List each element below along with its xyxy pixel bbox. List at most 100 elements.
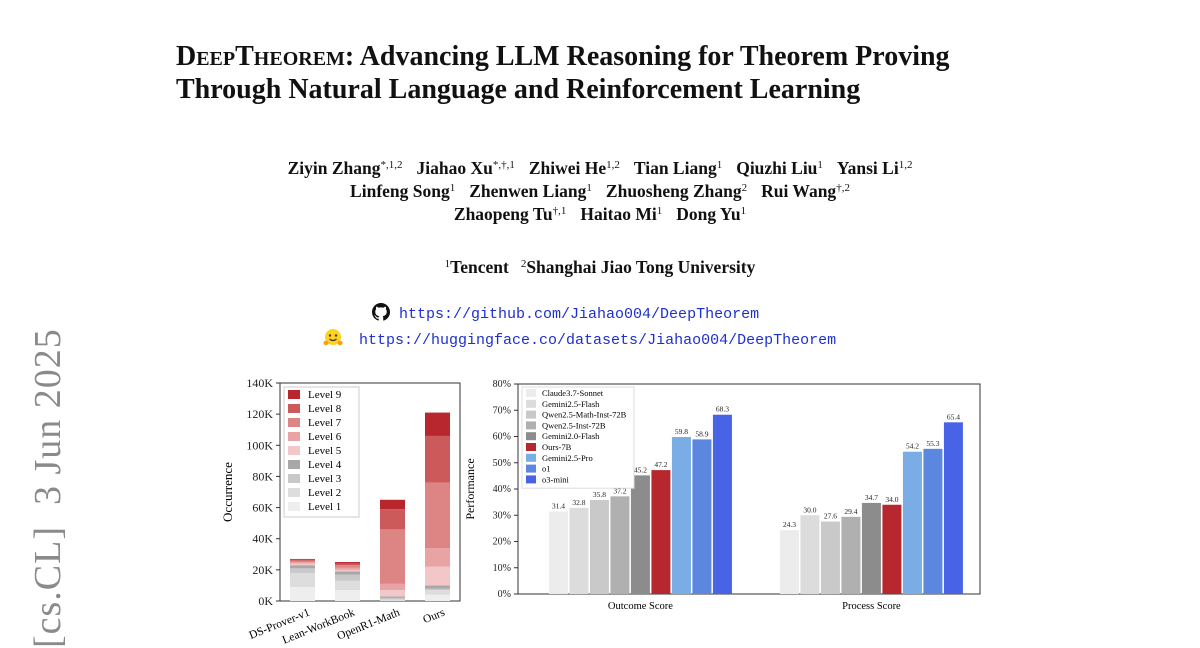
stacked-bar-segment (335, 565, 360, 568)
bar-value-label: 31.4 (552, 502, 565, 511)
stacked-bar-segment (380, 597, 405, 600)
stacked-bar-segment (290, 565, 315, 569)
title-line-1: DeepTheorem: Advancing LLM Reasoning for… (176, 40, 1056, 73)
bar (882, 504, 902, 594)
bar-value-label: 27.6 (824, 512, 837, 521)
bar (861, 502, 881, 594)
legend-swatch (526, 443, 536, 451)
affiliation-marker: 2 (520, 258, 527, 270)
bar (692, 439, 712, 594)
legend-label: Ours-7B (542, 442, 572, 452)
affiliation-name: Tencent (450, 257, 509, 277)
author-name: Jiahao Xu*,†,1 (416, 158, 515, 178)
title-line-2: Through Natural Language and Reinforceme… (176, 74, 861, 105)
y-tick-label: 0K (258, 594, 273, 608)
legend-swatch (526, 410, 536, 419)
stacked-bar-segment (290, 559, 315, 561)
chart-difficulty-levels: 0K20K40K60K80K100K120K140KOccurrenceDS-P… (220, 378, 461, 647)
huggingface-link-row[interactable]: https://huggingface.co/datasets/Jiahao00… (322, 328, 836, 349)
legend-label: Level 8 (308, 403, 342, 415)
stacked-bar-segment (425, 412, 450, 436)
stacked-bar-segment (290, 562, 315, 564)
legend-swatch (526, 389, 536, 397)
bar-value-label: 35.8 (593, 490, 606, 499)
author-name: Tian Liang1 (633, 158, 723, 178)
legend-swatch (288, 488, 300, 497)
affiliations: 1Tencent 2Shanghai Jiao Tong University (170, 257, 1030, 278)
legend-label: Level 4 (308, 459, 342, 471)
author-affiliation-marker: 1 (817, 159, 823, 171)
bar (902, 451, 922, 594)
author-name: Rui Wang†,2 (761, 181, 850, 201)
stacked-bar-segment (380, 499, 405, 510)
legend-swatch (526, 399, 536, 408)
legend-label: Level 5 (308, 445, 342, 457)
legend-label: Gemini2.0-Flash (542, 431, 600, 441)
y-tick-label: 30% (493, 510, 511, 521)
arxiv-stamp: [cs.CL] 3 Jun 2025 (27, 328, 69, 648)
stacked-bar-segment (380, 599, 405, 601)
legend-swatch (526, 464, 536, 473)
x-tick-label: Ours (421, 606, 447, 626)
bar (630, 475, 650, 594)
author-affiliation-marker: †,1 (552, 205, 567, 217)
legend-swatch (526, 453, 536, 462)
legend-label: Level 1 (308, 501, 341, 513)
stacked-bar-segment (425, 548, 450, 567)
bar (841, 516, 861, 594)
bar-value-label: 29.4 (844, 507, 857, 516)
stacked-bar-segment (290, 568, 315, 573)
author-affiliation-marker: 1 (656, 205, 663, 217)
stacked-bar-segment (425, 585, 450, 589)
author-name: Dong Yu1 (676, 204, 747, 224)
stacked-bar-segment (290, 560, 315, 563)
bar (569, 507, 589, 594)
legend-swatch (288, 460, 300, 469)
github-link-row[interactable]: https://github.com/Jiahao004/DeepTheorem (372, 303, 759, 323)
huggingface-icon (323, 329, 343, 346)
stacked-bar-segment (290, 558, 315, 560)
stacked-bar-segment (380, 583, 405, 591)
legend-swatch (288, 502, 300, 511)
huggingface-url[interactable]: https://huggingface.co/datasets/Jiahao00… (359, 332, 837, 349)
bar-value-label: 24.3 (783, 520, 796, 529)
x-tick-label: Outcome Score (608, 601, 673, 612)
bar (651, 470, 671, 594)
author-name: Zhuosheng Zhang2 (605, 181, 748, 201)
legend-label: Qwen2.5-Inst-72B (542, 420, 606, 430)
x-tick-label: Process Score (842, 601, 901, 612)
y-tick-label: 60% (493, 432, 511, 443)
legend-swatch (288, 432, 300, 441)
legend-label: Level 2 (308, 487, 341, 499)
bar-value-label: 59.8 (675, 427, 688, 436)
bar-value-label: 34.7 (865, 493, 878, 502)
author-name: Ziyin Zhang*,1,2 (287, 158, 403, 178)
author-row-2: Linfeng Song1 Zhenwen Liang1 Zhuosheng Zha… (170, 181, 1030, 202)
legend-label: Level 6 (308, 431, 342, 443)
stacked-bar-segment (335, 567, 360, 570)
stacked-bar-segment (335, 562, 360, 564)
stacked-bar-segment (335, 574, 360, 581)
legend-swatch (288, 404, 300, 413)
author-name: Zhaopeng Tu†,1 (453, 204, 567, 224)
legend-swatch (288, 390, 300, 399)
affiliation-marker: 1 (444, 258, 451, 270)
bar-value-label: 45.2 (634, 465, 647, 474)
y-tick-label: 60K (252, 501, 273, 515)
github-url[interactable]: https://github.com/Jiahao004/DeepTheorem (399, 306, 760, 323)
author-name: Qiuzhi Liu1 (736, 158, 823, 178)
author-affiliation-marker: 1,2 (606, 159, 620, 171)
bar-value-label: 47.2 (654, 460, 667, 469)
bar-value-label: 54.2 (906, 442, 919, 451)
stacked-bar-segment (335, 569, 360, 572)
author-row-1: Ziyin Zhang*,1,2 Jiahao Xu*,†,1 Zhiwei He1… (170, 158, 1030, 179)
bar-value-label: 30.0 (803, 505, 816, 514)
affiliation: 2Shanghai Jiao Tong University (521, 257, 756, 277)
stacked-bar-segment (335, 563, 360, 566)
bar (671, 437, 691, 594)
bar-value-label: 32.8 (572, 498, 585, 507)
stacked-bar-segment (425, 566, 450, 586)
legend-box (521, 386, 635, 489)
legend-label: Gemini2.5-Flash (542, 399, 600, 409)
author-affiliation-marker: †,2 (836, 182, 850, 194)
